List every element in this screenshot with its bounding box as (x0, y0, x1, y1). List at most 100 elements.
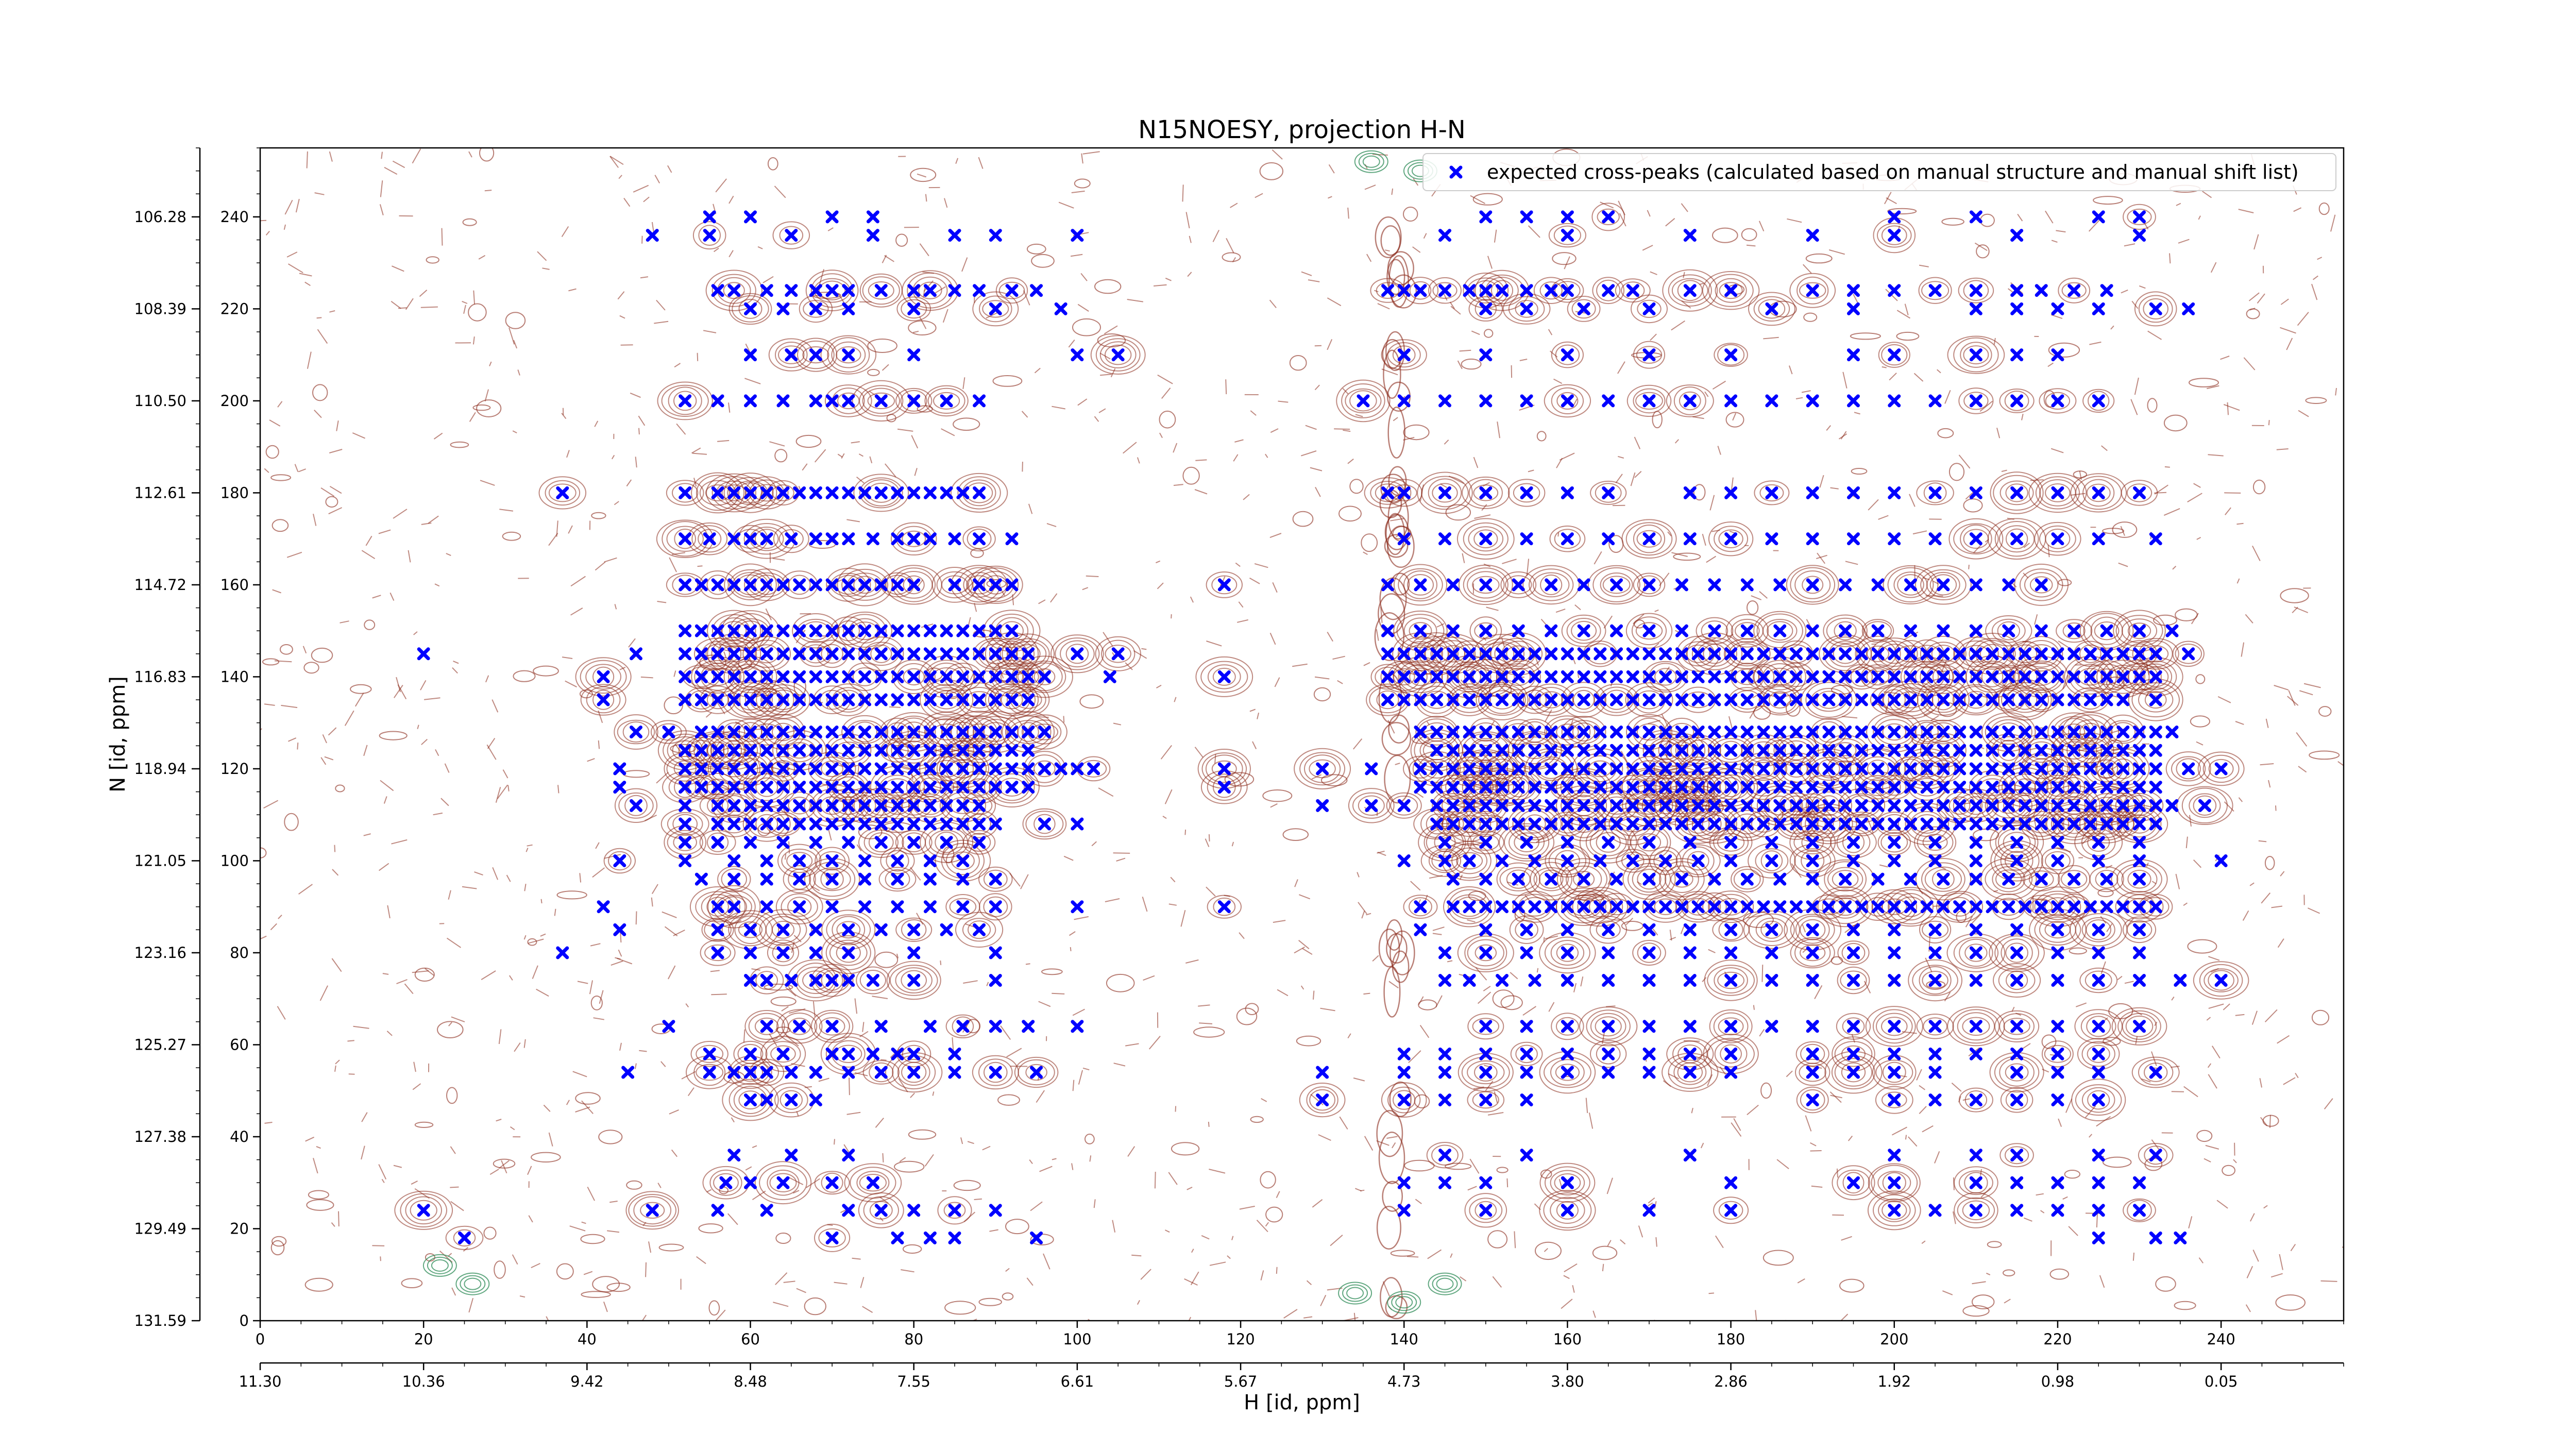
cross-peak-marker (923, 872, 937, 886)
contour-noise (446, 553, 451, 557)
contour-ring (1393, 1090, 1416, 1110)
cross-peak-marker (2092, 836, 2105, 849)
cross-peak-marker (1928, 1204, 1942, 1217)
cross-peak-marker (2051, 394, 2064, 408)
contour-ring (754, 529, 779, 549)
cross-peak-marker (760, 647, 773, 661)
cross-peak-marker (940, 670, 953, 683)
contour-ring (1816, 690, 1842, 709)
contour-ring (1753, 296, 1790, 322)
contour-noise (2261, 892, 2271, 904)
cross-peak-marker (1397, 486, 1411, 499)
cross-peak-marker (1969, 693, 1982, 706)
cross-peak-marker (907, 532, 921, 546)
cross-peak-marker (1642, 1066, 1656, 1079)
contour-noise (1648, 1197, 1655, 1204)
cross-peak-marker (1969, 762, 1982, 776)
contour-ring (1877, 1171, 1911, 1195)
contour-ring (1352, 792, 1391, 819)
contour-noise (1671, 552, 1688, 557)
cross-peak-marker (1520, 1066, 1533, 1079)
contour-ring (538, 476, 587, 510)
contour-noise (381, 151, 383, 159)
contour-ring (705, 269, 763, 311)
contour-ring (853, 576, 876, 594)
cross-peak-marker (825, 799, 839, 812)
cross-peak-marker (1757, 762, 1770, 776)
cross-peak-marker (711, 693, 724, 706)
contour-noise (834, 1139, 835, 1145)
contour-noise (1355, 414, 1363, 417)
contour-ring (1708, 274, 1754, 307)
cross-peak-marker (1087, 762, 1100, 776)
y-tick-label-index: 120 (221, 760, 249, 778)
cross-peak-marker (1724, 726, 1738, 739)
contour-noise (1300, 450, 1317, 457)
contour-noise (1728, 716, 1733, 730)
contour-ring (394, 1190, 453, 1230)
contour-noise (654, 321, 669, 324)
cross-peak-marker (1561, 284, 1574, 297)
contour-ring (2109, 667, 2137, 686)
contour-noise (281, 704, 298, 709)
contour-noise (2047, 362, 2054, 367)
cross-peak-marker (809, 486, 822, 499)
contour-loop (1418, 999, 1437, 1010)
contour-noise (611, 454, 615, 460)
contour-noise (1078, 1070, 1083, 1085)
cross-peak-marker (1871, 647, 1885, 661)
cross-peak-marker (956, 693, 970, 706)
contour-loop (2222, 1165, 2236, 1176)
contour-ring (1573, 871, 1595, 888)
cross-peak-marker (1846, 836, 1860, 849)
contour-noise (643, 196, 650, 203)
contour-noise (263, 800, 279, 809)
cross-peak-marker (1438, 836, 1452, 849)
contour-noise (379, 863, 389, 871)
cross-peak-marker (1683, 1020, 1697, 1033)
contour-ring (1349, 390, 1377, 412)
cross-peak-marker (1969, 900, 1982, 914)
contour-ring (2144, 1063, 2168, 1082)
contour-noise (1602, 1263, 1604, 1272)
contour-noise (480, 480, 495, 486)
contour-ring (2078, 668, 2103, 686)
cross-peak-marker (1561, 348, 1574, 362)
contour-noise (2189, 815, 2192, 827)
contour-ring (978, 1058, 1013, 1086)
contour-ring (2061, 870, 2088, 889)
contour-loop (1725, 412, 1744, 428)
contour-ring (1665, 865, 1699, 893)
contour-noise (554, 908, 556, 916)
cross-peak-marker (1602, 946, 1615, 959)
cross-peak-marker (1708, 578, 1721, 592)
cross-peak-marker (1005, 670, 1019, 683)
contour-ring (1677, 1062, 1703, 1083)
cross-peak-marker (2083, 744, 2097, 757)
contour-loop (1592, 1245, 1618, 1260)
contour-noise (485, 675, 489, 683)
contour-ring (1836, 829, 1871, 856)
contour-ring (728, 1083, 772, 1117)
contour-noise (1143, 975, 1155, 981)
contour-ring (858, 636, 904, 671)
contour-ring (575, 657, 632, 697)
contour-ring (707, 885, 761, 929)
contour-ring (1431, 1144, 1459, 1166)
contour-ring (748, 1013, 785, 1040)
contour-ring (957, 682, 1001, 717)
contour-ring (1790, 567, 1836, 603)
contour-ring (1675, 891, 1721, 923)
contour-ring (1637, 833, 1662, 852)
contour-loop (1535, 1241, 1562, 1260)
cross-peak-marker (973, 532, 986, 546)
contour-ring (775, 889, 823, 924)
cross-peak-marker (2165, 799, 2179, 812)
contour-noise (2196, 537, 2201, 540)
contour-noise (1278, 400, 1289, 403)
contour-ring (2111, 815, 2135, 833)
contour-ring (1962, 645, 1990, 663)
contour-ring (826, 683, 871, 716)
contour-ring (1632, 866, 1667, 893)
cross-peak-marker (1545, 762, 1558, 776)
